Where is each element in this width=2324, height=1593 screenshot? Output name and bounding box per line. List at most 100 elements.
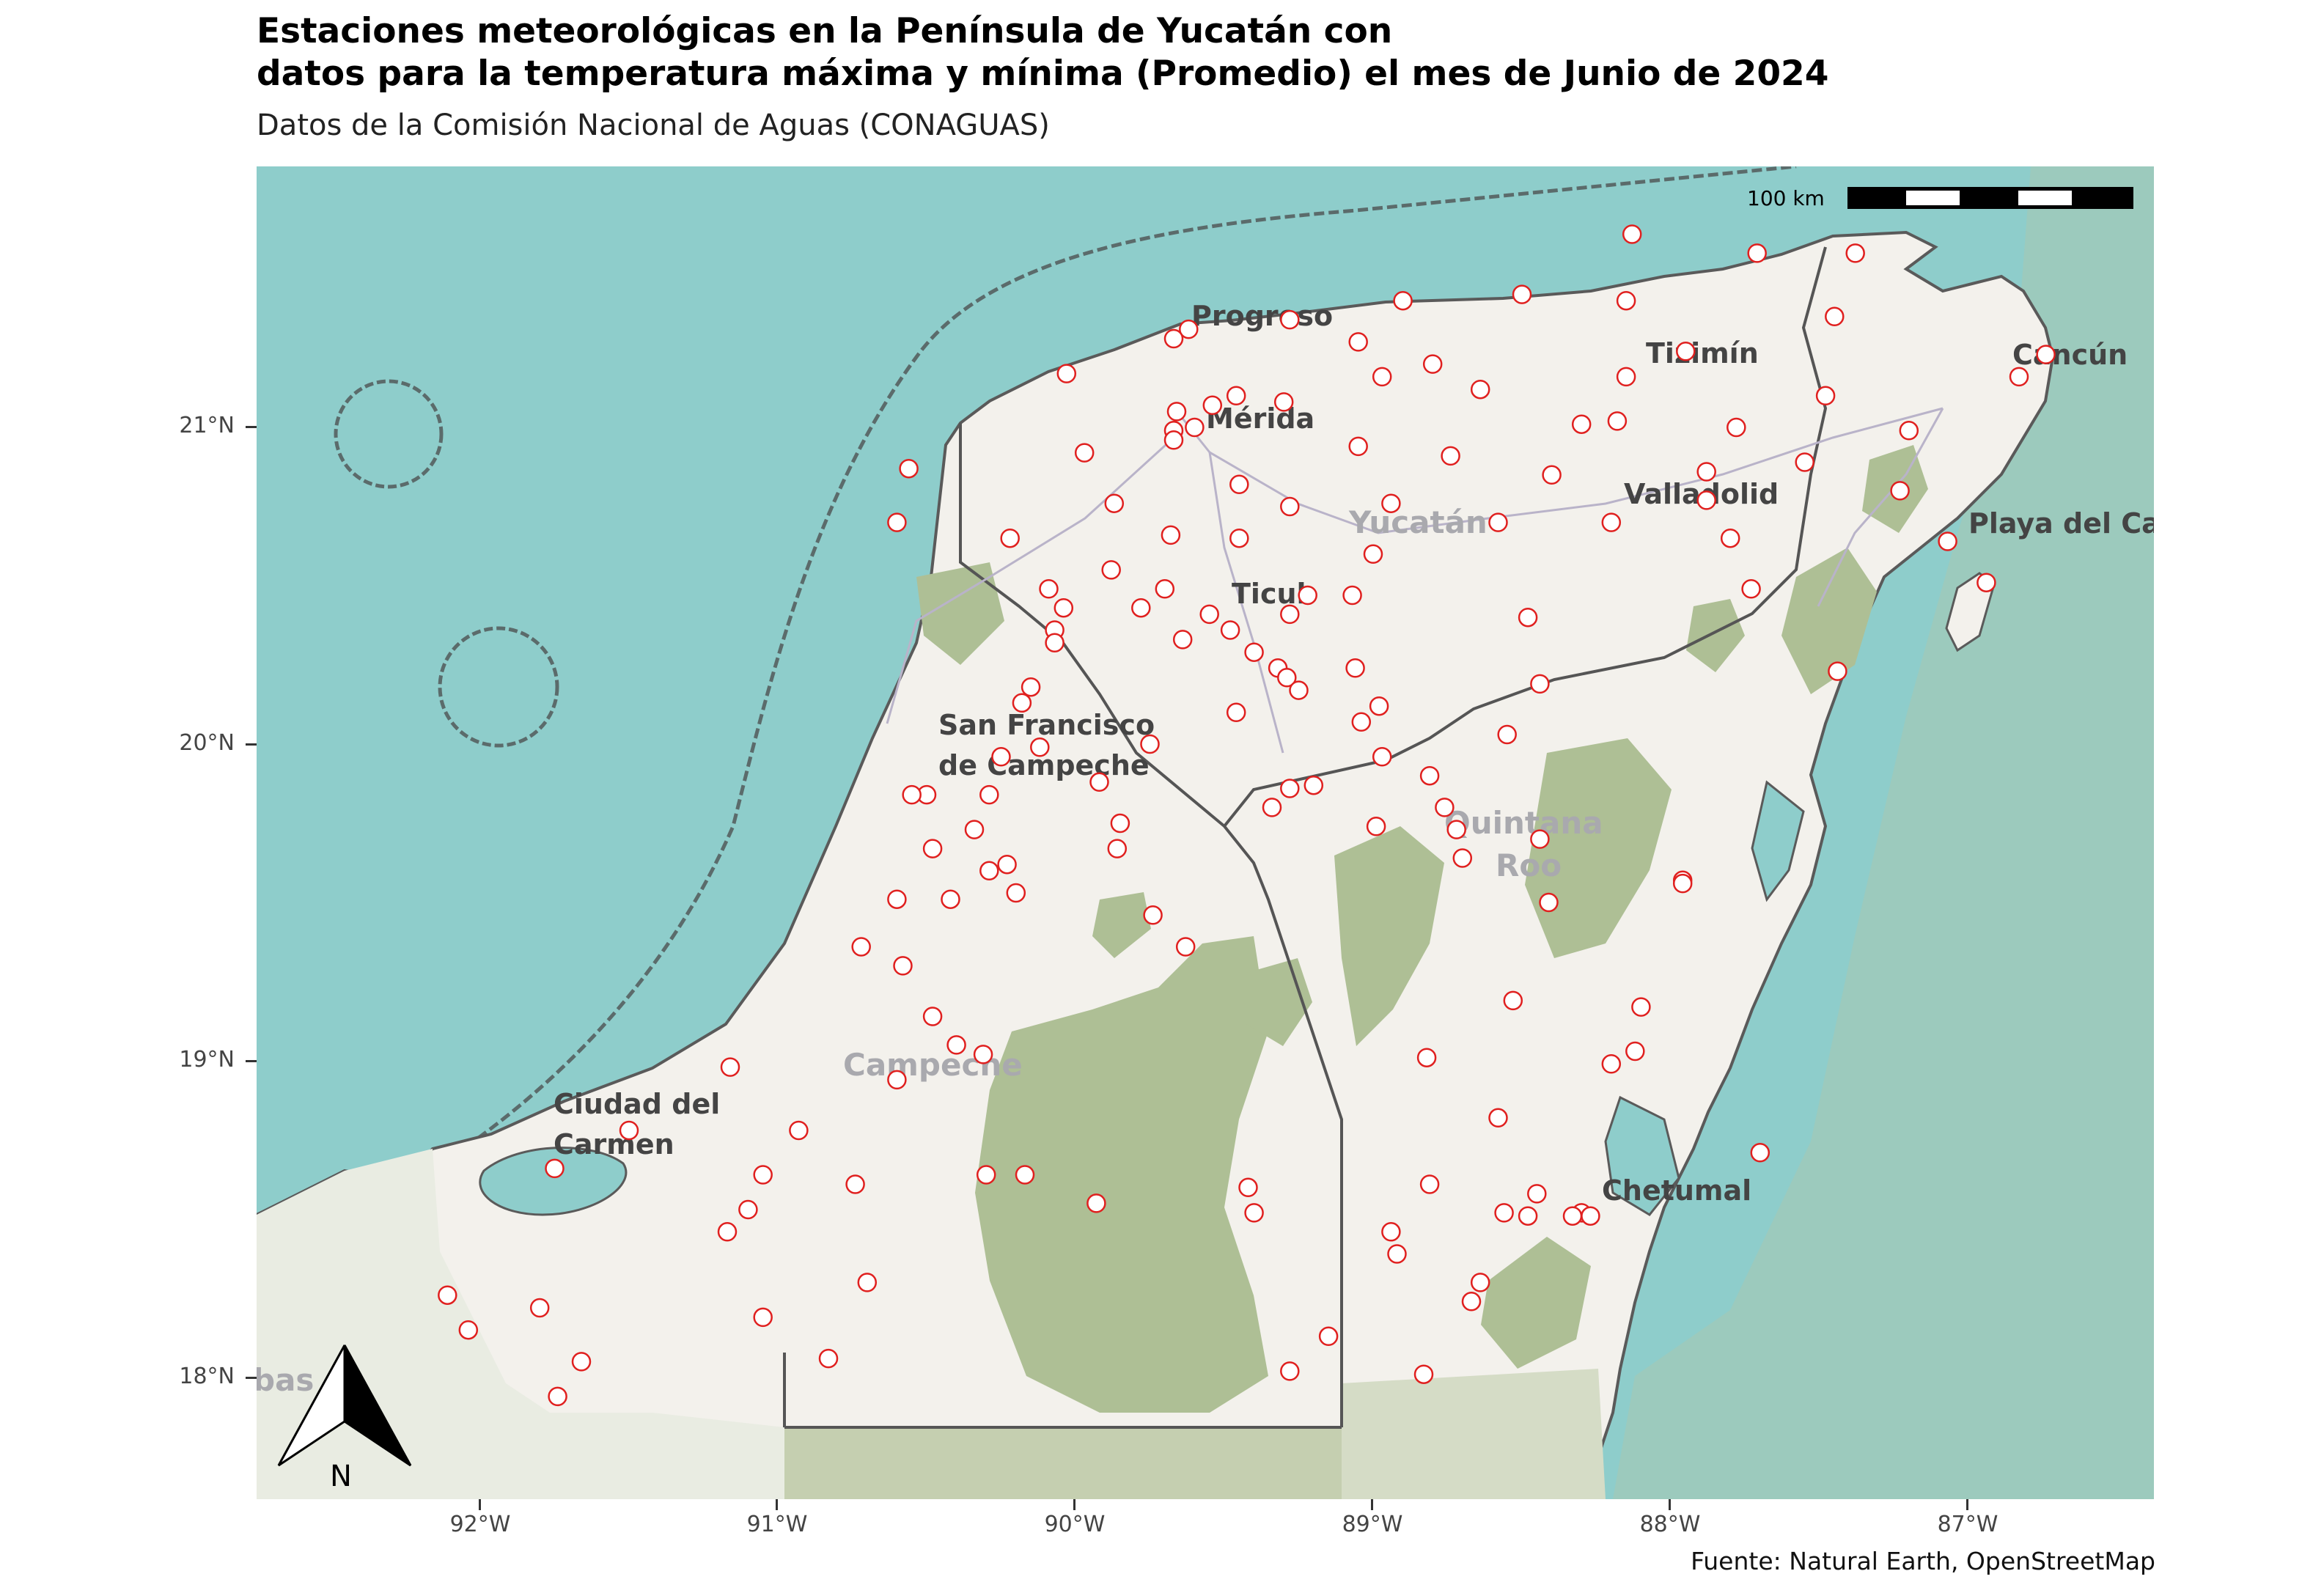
station-marker[interactable] <box>1226 386 1246 406</box>
station-marker[interactable] <box>2036 345 2056 364</box>
station-marker[interactable] <box>545 1158 565 1179</box>
station-marker[interactable] <box>1542 465 1562 485</box>
station-marker[interactable] <box>1199 604 1219 625</box>
station-marker[interactable] <box>1750 1143 1770 1163</box>
station-marker[interactable] <box>1348 332 1368 352</box>
station-marker[interactable] <box>1175 937 1196 957</box>
station-marker[interactable] <box>1163 430 1184 450</box>
station-marker[interactable] <box>973 1045 993 1064</box>
station-marker[interactable] <box>1601 1054 1622 1074</box>
station-marker[interactable] <box>1280 779 1300 798</box>
station-marker[interactable] <box>1622 224 1642 244</box>
station-marker[interactable] <box>1280 1361 1300 1381</box>
station-marker[interactable] <box>1815 386 1836 406</box>
station-marker[interactable] <box>1631 997 1651 1017</box>
station-marker[interactable] <box>1202 395 1223 416</box>
station-marker[interactable] <box>1074 443 1095 463</box>
station-marker[interactable] <box>1131 597 1151 618</box>
station-marker[interactable] <box>1393 290 1413 311</box>
station-marker[interactable] <box>1280 604 1300 625</box>
station-marker[interactable] <box>922 1007 943 1026</box>
station-marker[interactable] <box>720 1057 740 1077</box>
station-marker[interactable] <box>1166 402 1187 422</box>
station-marker[interactable] <box>1470 1273 1490 1292</box>
station-marker[interactable] <box>1015 1165 1035 1185</box>
station-marker[interactable] <box>887 512 907 532</box>
station-marker[interactable] <box>1899 421 1919 441</box>
station-marker[interactable] <box>991 747 1011 767</box>
station-marker[interactable] <box>1387 1244 1407 1264</box>
station-marker[interactable] <box>1741 579 1761 599</box>
station-marker[interactable] <box>976 1165 996 1185</box>
station-marker[interactable] <box>1229 474 1249 495</box>
station-marker[interactable] <box>529 1298 550 1318</box>
station-marker[interactable] <box>1845 243 1865 263</box>
station-marker[interactable] <box>1345 658 1365 678</box>
station-marker[interactable] <box>1825 306 1845 327</box>
station-marker[interactable] <box>1435 798 1455 817</box>
station-marker[interactable] <box>1045 633 1064 653</box>
station-marker[interactable] <box>1163 328 1184 349</box>
station-marker[interactable] <box>1581 1206 1600 1226</box>
station-marker[interactable] <box>1303 775 1324 795</box>
station-marker[interactable] <box>922 839 943 858</box>
station-marker[interactable] <box>1938 531 1957 551</box>
station-marker[interactable] <box>1012 693 1032 713</box>
station-marker[interactable] <box>845 1174 865 1194</box>
station-marker[interactable] <box>1497 724 1517 745</box>
station-marker[interactable] <box>619 1120 639 1141</box>
station-marker[interactable] <box>438 1285 457 1305</box>
station-marker[interactable] <box>1419 1174 1440 1194</box>
station-marker[interactable] <box>1470 379 1490 400</box>
station-marker[interactable] <box>964 820 985 839</box>
station-marker[interactable] <box>1363 544 1383 564</box>
station-marker[interactable] <box>818 1348 839 1369</box>
station-marker[interactable] <box>1488 1108 1508 1128</box>
station-marker[interactable] <box>1172 630 1193 650</box>
station-marker[interactable] <box>1298 585 1317 606</box>
station-marker[interactable] <box>1530 674 1550 694</box>
station-marker[interactable] <box>1976 573 1996 592</box>
station-marker[interactable] <box>1107 839 1128 858</box>
station-marker[interactable] <box>1601 512 1622 532</box>
station-marker[interactable] <box>1179 319 1199 339</box>
station-marker[interactable] <box>887 889 907 909</box>
station-marker[interactable] <box>1244 642 1264 662</box>
station-marker[interactable] <box>1562 1206 1583 1226</box>
station-marker[interactable] <box>1441 446 1460 466</box>
station-marker[interactable] <box>789 1120 809 1141</box>
station-marker[interactable] <box>1452 848 1473 868</box>
station-marker[interactable] <box>1140 734 1160 754</box>
station-marker[interactable] <box>997 854 1017 875</box>
station-marker[interactable] <box>1318 1326 1339 1347</box>
station-marker[interactable] <box>1244 1203 1264 1223</box>
station-marker[interactable] <box>1372 367 1392 387</box>
station-marker[interactable] <box>1289 680 1309 700</box>
station-marker[interactable] <box>979 861 999 881</box>
station-marker[interactable] <box>1039 579 1059 599</box>
station-marker[interactable] <box>1527 1184 1547 1204</box>
station-marker[interactable] <box>946 1035 966 1055</box>
station-marker[interactable] <box>887 1070 907 1090</box>
station-marker[interactable] <box>1351 712 1372 732</box>
station-marker[interactable] <box>941 889 960 909</box>
station-marker[interactable] <box>1512 284 1532 304</box>
station-marker[interactable] <box>1446 820 1466 839</box>
station-marker[interactable] <box>1571 414 1592 434</box>
station-marker[interactable] <box>1262 798 1282 817</box>
station-marker[interactable] <box>738 1199 758 1220</box>
station-marker[interactable] <box>1381 493 1401 513</box>
station-marker[interactable] <box>753 1165 773 1185</box>
station-marker[interactable] <box>1488 512 1508 532</box>
station-marker[interactable] <box>1226 702 1246 723</box>
station-marker[interactable] <box>1616 367 1636 387</box>
station-marker[interactable] <box>1413 1364 1434 1384</box>
station-marker[interactable] <box>1494 1203 1514 1223</box>
station-marker[interactable] <box>548 1386 567 1407</box>
station-marker[interactable] <box>1000 528 1020 548</box>
station-marker[interactable] <box>717 1222 738 1242</box>
station-marker[interactable] <box>1086 1193 1106 1213</box>
station-marker[interactable] <box>1795 452 1814 472</box>
station-marker[interactable] <box>1530 829 1550 849</box>
station-marker[interactable] <box>1696 490 1716 510</box>
